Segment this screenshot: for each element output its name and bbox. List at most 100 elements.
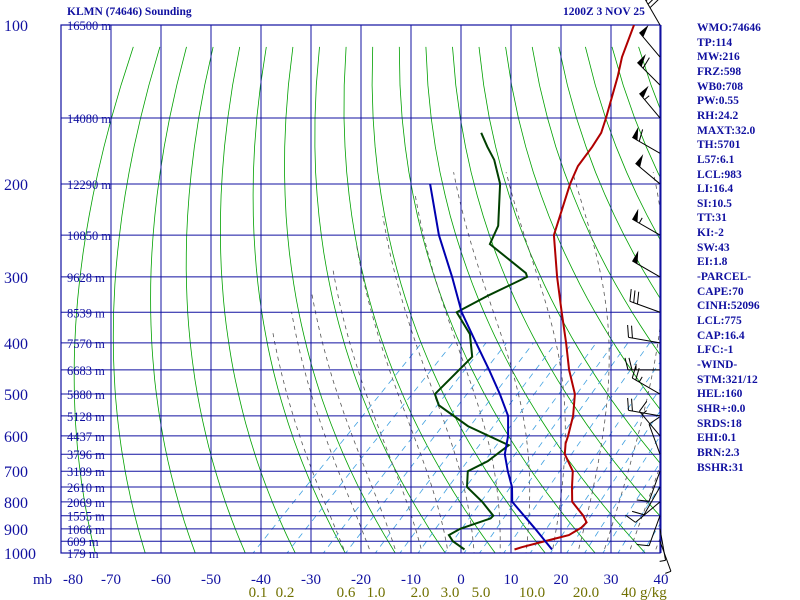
moist-adiabat <box>332 269 423 553</box>
dry-adiabat <box>531 46 660 356</box>
wind-barb <box>636 471 661 502</box>
wind-barbs <box>624 0 672 574</box>
height-label: 2610 m <box>67 481 105 495</box>
mixing-ratio-line <box>602 462 660 553</box>
pressure-label: 1000 <box>4 546 36 563</box>
barb-flag <box>636 499 650 502</box>
moist-adiabat <box>311 291 397 553</box>
pressure-label: 100 <box>4 18 28 35</box>
index-item: WMO:74646 <box>697 22 761 34</box>
barb-staff <box>629 300 661 313</box>
mixing-ratio-line <box>417 342 573 553</box>
mixing-ratio-label: 3.0 <box>441 585 460 600</box>
index-item: STM:321/12 <box>697 373 758 386</box>
pressure-label: 900 <box>4 522 28 539</box>
x-tick-label: -20 <box>351 572 371 588</box>
x-tick-label: 30 <box>604 572 619 588</box>
index-item: WB0:708 <box>697 80 743 93</box>
dry-adiabat <box>284 46 396 553</box>
moist-adiabat <box>382 215 475 553</box>
mixing-ratio-label: 20.0 <box>573 585 599 600</box>
barb-pennant <box>632 250 639 264</box>
barb-half-flag <box>638 217 643 224</box>
index-item: KI:-2 <box>697 227 724 240</box>
mixing-ratio-line <box>463 342 615 553</box>
barb-staff <box>648 423 661 455</box>
moist-adiabat <box>291 312 372 553</box>
barb-staff <box>632 260 661 278</box>
x-tick-label: -80 <box>63 572 83 588</box>
index-item: RH:24.2 <box>697 109 739 122</box>
height-label: 8539 m <box>67 306 105 320</box>
dry-adiabat <box>425 46 646 553</box>
barb-staff <box>643 486 661 515</box>
height-label: 4437 m <box>67 430 105 444</box>
wind-barb <box>637 54 661 86</box>
pressure-label: 500 <box>4 387 28 404</box>
index-item: CAPE:70 <box>697 285 744 298</box>
dewpoint-line <box>433 132 529 551</box>
mixing-ratio-line <box>584 435 660 553</box>
height-label: 5880 m <box>67 388 105 402</box>
pressure-label: 800 <box>4 495 28 512</box>
barb-flag <box>628 357 633 371</box>
index-item: TT:31 <box>697 212 727 225</box>
index-item: SI:10.5 <box>697 197 732 210</box>
barb-staff <box>639 32 661 58</box>
barb-flag <box>631 366 637 379</box>
barb-flag <box>638 129 644 142</box>
x-tick-label: 0 <box>457 572 465 588</box>
index-item: -PARCEL- <box>697 271 752 284</box>
x-tick-label: -40 <box>251 572 271 588</box>
dry-adiabat <box>219 46 296 553</box>
mixing-ratio-line <box>479 342 629 553</box>
mixing-ratio-line <box>345 342 507 553</box>
wind-barb <box>632 250 661 278</box>
dry-adiabat <box>772 47 800 564</box>
barb-staff <box>644 0 661 26</box>
index-item: PW:0.55 <box>697 95 739 108</box>
wind-barb <box>632 126 661 154</box>
barb-staff <box>637 62 661 86</box>
wind-barb <box>648 416 661 455</box>
barb-staff <box>635 501 661 523</box>
mixing-ratio-line <box>529 361 660 553</box>
barb-pennant <box>637 54 646 67</box>
index-item: SW:43 <box>697 241 730 254</box>
pressure-label: 600 <box>4 429 28 446</box>
mixing-ratio-label: 5.0 <box>472 585 491 600</box>
barb-pennant <box>632 208 639 223</box>
index-item: SRDS:18 <box>697 417 742 430</box>
wind-barb <box>659 541 672 574</box>
moist-adiabat <box>272 331 346 553</box>
index-item: BRN:2.3 <box>697 446 740 459</box>
barb-half-flag <box>665 570 672 574</box>
wind-barb <box>639 85 661 119</box>
mixing-ratio-line <box>322 342 487 553</box>
height-label: 10850 m <box>67 229 111 243</box>
barb-half-flag <box>644 95 650 100</box>
barb-staff <box>639 93 661 119</box>
height-label: 12290 m <box>67 178 111 192</box>
wind-barb <box>631 486 661 516</box>
x-tick-label: -50 <box>201 572 221 588</box>
dry-adiabat <box>505 46 660 410</box>
barb-staff <box>632 218 661 236</box>
barb-flag <box>636 544 650 547</box>
barb-flag <box>625 514 636 523</box>
index-item: LI:16.4 <box>697 183 734 196</box>
wind-barb <box>635 154 661 185</box>
barb-staff <box>632 377 661 395</box>
wind-barb <box>627 324 661 344</box>
barb-half-flag <box>641 410 647 415</box>
index-item: FRZ:598 <box>697 65 742 78</box>
mixing-ratio-line <box>444 342 597 553</box>
barb-staff <box>632 136 661 154</box>
background-lines <box>73 46 800 564</box>
axis-labels: -80 -70 -60 -50 -40 -30 -20 -10 0 10 20 30 40 100 1650… <box>4 18 669 600</box>
barb-flag <box>624 357 629 371</box>
pressure-label: 300 <box>4 270 28 287</box>
height-label: 2069 m <box>67 496 105 510</box>
index-item: SHR+:0.0 <box>697 402 746 415</box>
x-tick-label: -60 <box>151 572 171 588</box>
